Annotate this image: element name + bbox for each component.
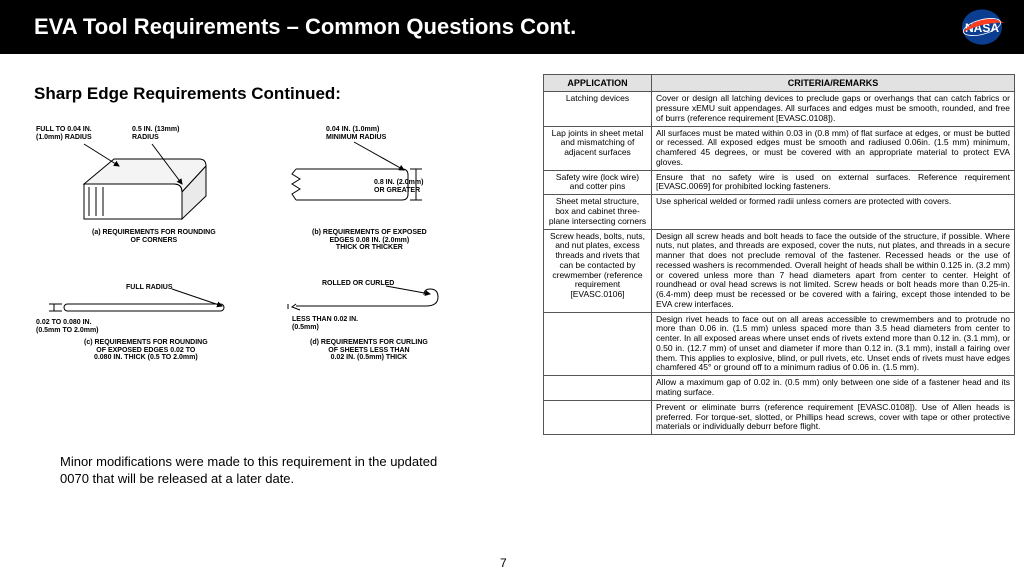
cell-application: Screw heads, bolts, nuts, and nut plates… (544, 229, 652, 312)
slide-title: EVA Tool Requirements – Common Questions… (34, 14, 576, 40)
nasa-logo: NASA (958, 7, 1006, 47)
table-row: Lap joints in sheet metal and mismatchin… (544, 126, 1015, 170)
subheading: Sharp Edge Requirements Continued: (34, 84, 514, 104)
diagram-label-d-top: ROLLED OR CURLED (322, 280, 394, 288)
table-row: Design rivet heads to face out on all ar… (544, 312, 1015, 376)
table-header-row: APPLICATION CRITERIA/REMARKS (544, 75, 1015, 92)
slide-header: EVA Tool Requirements – Common Questions… (0, 0, 1024, 54)
cell-criteria: Allow a maximum gap of 0.02 in. (0.5 mm)… (652, 376, 1015, 401)
diagram-label-a-right: 0.5 IN. (13mm) RADIUS (132, 126, 179, 141)
left-column: Sharp Edge Requirements Continued: (34, 84, 514, 384)
cell-criteria: All surfaces must be mated within 0.03 i… (652, 126, 1015, 170)
cell-application: Lap joints in sheet metal and mismatchin… (544, 126, 652, 170)
diagram-caption-b: (b) REQUIREMENTS OF EXPOSED EDGES 0.08 I… (312, 229, 427, 252)
table-row: Latching devicesCover or design all latc… (544, 92, 1015, 126)
cell-application: Sheet metal structure, box and cabinet t… (544, 195, 652, 229)
diagram-label-a-left: FULL TO 0.04 IN. (1.0mm) RADIUS (36, 126, 92, 141)
cell-criteria: Ensure that no safety wire is used on ex… (652, 170, 1015, 195)
col-application: APPLICATION (544, 75, 652, 92)
diagram-caption-c: (c) REQUIREMENTS FOR ROUNDING OF EXPOSED… (84, 339, 208, 362)
cell-criteria: Design rivet heads to face out on all ar… (652, 312, 1015, 376)
diagram-label-b-top: 0.04 IN. (1.0mm) MINIMUM RADIUS (326, 126, 386, 141)
table-row: Allow a maximum gap of 0.02 in. (0.5 mm)… (544, 376, 1015, 401)
diagram-label-c-left: 0.02 TO 0.080 IN. (0.5mm TO 2.0mm) (36, 319, 99, 334)
cell-criteria: Prevent or eliminate burrs (reference re… (652, 400, 1015, 434)
requirements-table: APPLICATION CRITERIA/REMARKS Latching de… (543, 74, 1015, 435)
modification-note: Minor modifications were made to this re… (60, 454, 450, 488)
cell-criteria: Design all screw heads and bolt heads to… (652, 229, 1015, 312)
page-number: 7 (500, 556, 507, 570)
diagram-label-b-right: 0.8 IN. (2.0mm) OR GREATER (374, 179, 423, 194)
slide-content: Sharp Edge Requirements Continued: (0, 54, 1024, 576)
cell-application: Safety wire (lock wire) and cotter pins (544, 170, 652, 195)
col-criteria: CRITERIA/REMARKS (652, 75, 1015, 92)
diagram-label-d-left: LESS THAN 0.02 IN. (0.5mm) (292, 316, 358, 331)
cell-criteria: Cover or design all latching devices to … (652, 92, 1015, 126)
cell-application (544, 376, 652, 401)
diagram-caption-a: (a) REQUIREMENTS FOR ROUNDING OF CORNERS (92, 229, 216, 244)
table-row: Sheet metal structure, box and cabinet t… (544, 195, 1015, 229)
cell-application: Latching devices (544, 92, 652, 126)
sharp-edge-diagram: FULL TO 0.04 IN. (1.0mm) RADIUS 0.5 IN. … (34, 124, 464, 384)
cell-application (544, 400, 652, 434)
cell-application (544, 312, 652, 376)
cell-criteria: Use spherical welded or formed radii unl… (652, 195, 1015, 229)
table-row: Screw heads, bolts, nuts, and nut plates… (544, 229, 1015, 312)
diagram-label-c-top: FULL RADIUS (126, 284, 173, 292)
table-row: Prevent or eliminate burrs (reference re… (544, 400, 1015, 434)
table-row: Safety wire (lock wire) and cotter pinsE… (544, 170, 1015, 195)
diagram-caption-d: (d) REQUIREMENTS FOR CURLING OF SHEETS L… (310, 339, 428, 362)
right-column: APPLICATION CRITERIA/REMARKS Latching de… (543, 74, 1015, 435)
